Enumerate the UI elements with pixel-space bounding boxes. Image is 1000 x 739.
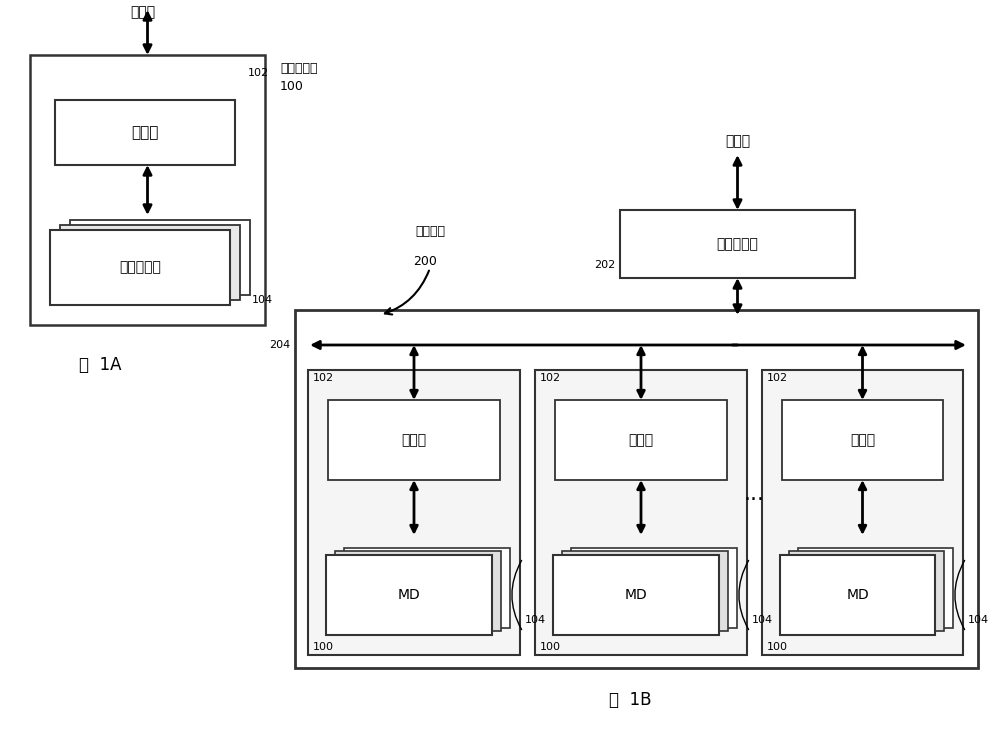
- Bar: [55, 100, 235, 165]
- Text: 到主机: 到主机: [725, 134, 750, 148]
- Text: MD: MD: [846, 588, 869, 602]
- Text: 到主机: 到主机: [130, 5, 155, 19]
- Text: 控制器: 控制器: [850, 433, 875, 447]
- Bar: [335, 551, 501, 631]
- Bar: [780, 555, 935, 635]
- Bar: [328, 400, 500, 480]
- Text: 储存控制器: 储存控制器: [717, 237, 758, 251]
- Text: 104: 104: [752, 615, 773, 625]
- Text: 100: 100: [313, 642, 334, 652]
- Bar: [562, 551, 728, 631]
- Text: 控制器: 控制器: [131, 125, 159, 140]
- Bar: [782, 400, 943, 480]
- Bar: [295, 310, 978, 668]
- Bar: [620, 210, 855, 278]
- Bar: [308, 370, 520, 655]
- Bar: [30, 55, 265, 325]
- Bar: [326, 555, 492, 635]
- Text: 202: 202: [594, 260, 615, 270]
- Bar: [535, 370, 747, 655]
- Bar: [780, 555, 935, 635]
- Bar: [762, 370, 963, 655]
- Text: 存储器裸芯: 存储器裸芯: [119, 261, 161, 274]
- Text: 104: 104: [525, 615, 546, 625]
- Text: 104: 104: [968, 615, 989, 625]
- Bar: [344, 548, 510, 628]
- Bar: [70, 220, 250, 295]
- Text: 存储器系统: 存储器系统: [280, 62, 318, 75]
- Text: 储存模块: 储存模块: [415, 225, 445, 238]
- Bar: [555, 400, 727, 480]
- Bar: [553, 555, 719, 635]
- Text: 控制器: 控制器: [628, 433, 654, 447]
- Bar: [553, 555, 719, 635]
- Text: 102: 102: [767, 373, 788, 383]
- Bar: [60, 225, 240, 300]
- Text: 图  1B: 图 1B: [609, 691, 651, 709]
- Text: 200: 200: [413, 255, 437, 268]
- Text: 100: 100: [540, 642, 561, 652]
- Text: 102: 102: [540, 373, 561, 383]
- Bar: [50, 230, 230, 305]
- Bar: [326, 555, 492, 635]
- Text: MD: MD: [398, 588, 420, 602]
- Text: 图  1A: 图 1A: [79, 356, 121, 374]
- Text: 控制器: 控制器: [401, 433, 427, 447]
- Text: 102: 102: [248, 68, 269, 78]
- Bar: [571, 548, 737, 628]
- Text: 204: 204: [269, 340, 290, 350]
- Bar: [789, 551, 944, 631]
- Text: 100: 100: [280, 80, 304, 93]
- Bar: [50, 230, 230, 305]
- Text: 102: 102: [313, 373, 334, 383]
- Text: MD: MD: [625, 588, 647, 602]
- Text: ···: ···: [744, 490, 765, 510]
- Bar: [798, 548, 953, 628]
- Text: 104: 104: [252, 295, 273, 305]
- Text: 100: 100: [767, 642, 788, 652]
